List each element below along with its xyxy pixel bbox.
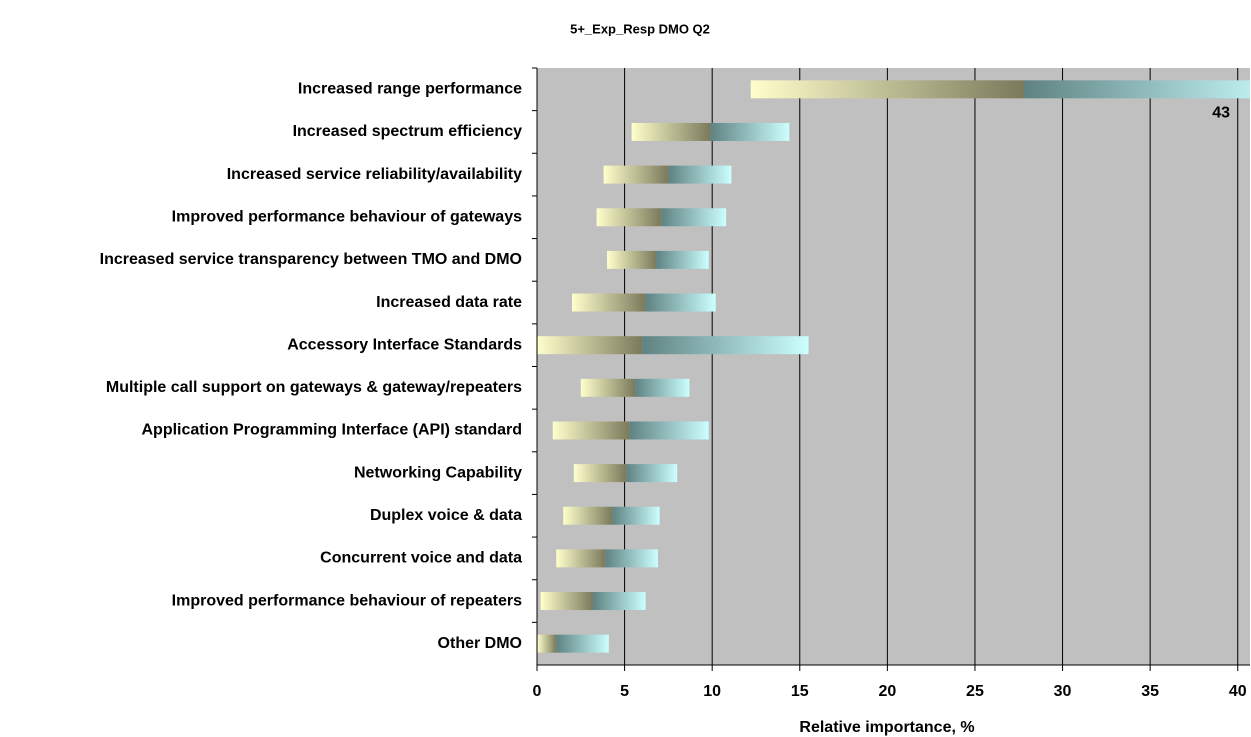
bar-upper (612, 506, 660, 525)
bar-upper (605, 549, 658, 568)
bar-lower (537, 336, 643, 355)
category-label: Multiple call support on gateways & gate… (106, 379, 522, 396)
bar-upper (668, 165, 732, 184)
bar-lower (572, 293, 646, 312)
bar-lower (573, 464, 627, 483)
x-tick-label: 25 (966, 683, 984, 700)
category-label: Increased service transparency between T… (100, 251, 522, 268)
bar-upper (593, 592, 646, 611)
bar-upper (1024, 80, 1250, 99)
bar-upper (626, 464, 678, 483)
x-tick-label: 35 (1141, 683, 1159, 700)
category-label: Improved performance behaviour of repeat… (172, 592, 522, 609)
bar-upper (661, 208, 727, 227)
x-tick-label: 10 (703, 683, 721, 700)
bar-lower (631, 122, 711, 141)
x-tick-label: 5 (620, 683, 629, 700)
category-label: Concurrent voice and data (320, 550, 522, 567)
bar-lower (607, 250, 657, 269)
category-label: Increased data rate (376, 294, 522, 311)
bar-upper (635, 378, 690, 397)
bar-upper (629, 421, 709, 440)
value-label: 43 (1212, 105, 1230, 122)
bar-lower (596, 208, 662, 227)
category-label: Other DMO (438, 635, 522, 652)
category-label: Increased spectrum efficiency (293, 123, 523, 140)
x-tick-label: 15 (791, 683, 809, 700)
category-label: Increased range performance (298, 81, 522, 98)
bar-lower (537, 634, 557, 653)
bar-lower (603, 165, 669, 184)
bar-upper (710, 122, 790, 141)
bar-lower (750, 80, 1025, 99)
category-label: Networking Capability (354, 464, 522, 481)
bar-lower (540, 592, 594, 611)
x-tick-label: 20 (878, 683, 896, 700)
x-tick-label: 30 (1054, 683, 1072, 700)
x-tick-label: 0 (533, 683, 542, 700)
chart-title: 5+_Exp_Resp DMO Q2 (570, 21, 710, 36)
bar-upper (645, 293, 716, 312)
category-label: Increased service reliability/availabili… (227, 166, 522, 183)
bar-upper (556, 634, 609, 653)
plot-area (537, 68, 1250, 665)
category-label: Duplex voice & data (370, 507, 522, 524)
bar-upper (656, 250, 709, 269)
bar-upper (642, 336, 809, 355)
bar-lower (552, 421, 630, 440)
x-axis-title: Relative importance, % (799, 719, 974, 736)
bar-lower (556, 549, 606, 568)
bar-lower (580, 378, 636, 397)
bar-lower (563, 506, 613, 525)
category-label: Accessory Interface Standards (287, 336, 522, 353)
category-label: Application Programming Interface (API) … (142, 422, 523, 439)
x-tick-label: 40 (1229, 683, 1247, 700)
category-label: Improved performance behaviour of gatewa… (172, 208, 522, 225)
